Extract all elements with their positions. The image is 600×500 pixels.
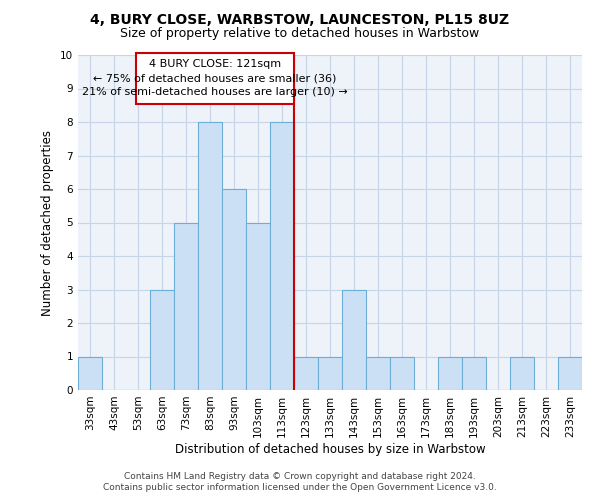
X-axis label: Distribution of detached houses by size in Warbstow: Distribution of detached houses by size … [175, 442, 485, 456]
Bar [462, 356, 486, 390]
Bar [246, 222, 270, 390]
Text: Size of property relative to detached houses in Warbstow: Size of property relative to detached ho… [121, 28, 479, 40]
Bar [294, 356, 318, 390]
Bar [150, 290, 174, 390]
Text: 4 BURY CLOSE: 121sqm
← 75% of detached houses are smaller (36)
21% of semi-detac: 4 BURY CLOSE: 121sqm ← 75% of detached h… [82, 60, 347, 98]
Bar [270, 122, 294, 390]
Bar [222, 189, 246, 390]
FancyBboxPatch shape [136, 54, 294, 104]
Bar [342, 290, 366, 390]
Y-axis label: Number of detached properties: Number of detached properties [41, 130, 55, 316]
Bar [510, 356, 534, 390]
Bar [78, 356, 102, 390]
Bar [198, 122, 222, 390]
Bar [390, 356, 414, 390]
Bar [174, 222, 198, 390]
Bar [558, 356, 582, 390]
Bar [438, 356, 462, 390]
Text: 4, BURY CLOSE, WARBSTOW, LAUNCESTON, PL15 8UZ: 4, BURY CLOSE, WARBSTOW, LAUNCESTON, PL1… [91, 12, 509, 26]
Text: Contains HM Land Registry data © Crown copyright and database right 2024.
Contai: Contains HM Land Registry data © Crown c… [103, 472, 497, 492]
Bar [318, 356, 342, 390]
Bar [366, 356, 390, 390]
